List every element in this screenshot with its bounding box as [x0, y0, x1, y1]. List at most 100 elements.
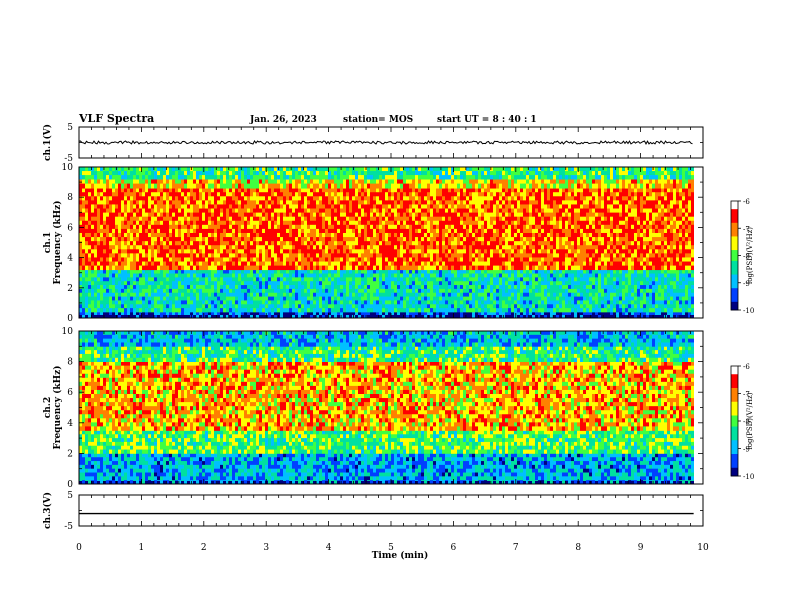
spectrogram-cell: [463, 277, 466, 282]
spectrogram-cell: [244, 224, 247, 230]
spectrogram-cell: [196, 281, 199, 286]
spectrogram-cell: [163, 171, 166, 176]
spectrogram-cell: [184, 192, 187, 197]
spectrogram-cell: [235, 277, 238, 282]
spectrogram-cell: [391, 228, 394, 234]
spectrogram-cell: [106, 273, 109, 278]
spectrogram-cell: [301, 175, 304, 180]
spectrogram-cell: [205, 220, 208, 226]
spectrogram-cell: [265, 269, 268, 274]
spectrogram-cell: [235, 232, 238, 238]
spectrogram-cell: [151, 183, 154, 189]
spectrogram-cell: [457, 253, 460, 258]
spectrogram-cell: [208, 311, 211, 316]
spectrogram-cell: [286, 265, 289, 271]
spectrogram-cell: [280, 237, 283, 242]
spectrogram-cell: [172, 188, 175, 193]
spectrogram-cell: [358, 277, 361, 282]
spectrogram-cell: [394, 188, 397, 193]
spectrogram-cell: [406, 167, 409, 172]
spectrogram-cell: [451, 261, 454, 267]
spectrogram-cell: [142, 204, 145, 209]
spectrogram-cell: [202, 216, 205, 222]
spectrogram-cell: [307, 228, 310, 234]
spectrogram-cell: [241, 300, 244, 305]
spectrogram-cell: [190, 311, 193, 316]
spectrogram-cell: [334, 314, 337, 319]
spectrogram-cell: [151, 171, 154, 176]
spectrogram-cell: [133, 273, 136, 278]
spectrogram-cell: [229, 288, 232, 294]
spectrogram-cell: [88, 277, 91, 282]
spectrogram-cell: [82, 232, 85, 238]
spectrogram-cell: [295, 212, 298, 218]
spectrogram-cell: [226, 269, 229, 274]
spectrogram-cell: [274, 253, 277, 258]
spectrogram-cell: [217, 204, 220, 209]
spectrogram-cell: [172, 308, 175, 313]
spectrogram-cell: [310, 273, 313, 278]
spectrogram-cell: [322, 192, 325, 197]
spectrogram-cell: [148, 212, 151, 218]
spectrogram-cell: [322, 253, 325, 258]
spectrogram-cell: [451, 200, 454, 205]
spectrogram-cell: [385, 188, 388, 193]
spectrogram-cell: [340, 269, 343, 274]
spectrogram-cell: [283, 245, 286, 250]
spectrogram-cell: [418, 224, 421, 230]
spectrogram-cell: [274, 277, 277, 282]
spectrogram-cell: [130, 212, 133, 218]
spectrogram-cell: [208, 292, 211, 297]
spectrogram-cell: [454, 192, 457, 197]
spectrogram-cell: [274, 245, 277, 250]
spectrogram-cell: [175, 175, 178, 180]
spectrogram-cell: [295, 273, 298, 278]
spectrogram-cell: [118, 200, 121, 205]
spectrogram-cell: [223, 232, 226, 238]
spectrogram-cell: [223, 188, 226, 193]
spectrogram-cell: [433, 183, 436, 189]
spectrogram-cell: [211, 304, 214, 309]
spectrogram-cell: [448, 224, 451, 230]
spectrogram-cell: [85, 183, 88, 189]
spectrogram-cell: [103, 192, 106, 197]
spectrogram-cell: [268, 308, 271, 313]
spectrogram-cell: [400, 167, 403, 172]
spectrogram-cell: [178, 269, 181, 274]
spectrogram-cell: [457, 292, 460, 297]
spectrogram-cell: [94, 288, 97, 294]
spectrogram-cell: [313, 188, 316, 193]
spectrogram-cell: [121, 288, 124, 294]
spectrogram-cell: [160, 285, 163, 290]
spectrogram-cell: [358, 224, 361, 230]
spectrogram-cell: [307, 269, 310, 274]
spectrogram-cell: [193, 188, 196, 193]
spectrogram-cell: [442, 220, 445, 226]
spectrogram-cell: [382, 224, 385, 230]
spectrogram-cell: [133, 281, 136, 286]
spectrogram-cell: [268, 224, 271, 230]
spectrogram-cell: [124, 192, 127, 197]
spectrogram-cell: [160, 281, 163, 286]
spectrogram-cell: [340, 273, 343, 278]
spectrogram-cell: [211, 228, 214, 234]
spectrogram-cell: [148, 232, 151, 238]
spectrogram-cell: [112, 273, 115, 278]
spectrogram-cell: [241, 220, 244, 226]
spectrogram-cell: [313, 253, 316, 258]
spectrogram-cell: [229, 232, 232, 238]
spectrogram-cell: [370, 241, 373, 246]
spectrogram-cell: [145, 228, 148, 234]
spectrogram-cell: [391, 192, 394, 197]
spectrogram-cell: [406, 208, 409, 214]
spectrogram-cell: [217, 188, 220, 193]
spectrogram-cell: [436, 269, 439, 274]
spectrogram-cell: [220, 273, 223, 278]
spectrogram-cell: [82, 196, 85, 201]
spectrogram-cell: [223, 249, 226, 254]
spectrogram-cell: [298, 171, 301, 176]
spectrogram-cell: [178, 314, 181, 319]
spectrogram-cell: [442, 296, 445, 301]
spectrogram-cell: [262, 188, 265, 193]
spectrogram-cell: [385, 208, 388, 214]
